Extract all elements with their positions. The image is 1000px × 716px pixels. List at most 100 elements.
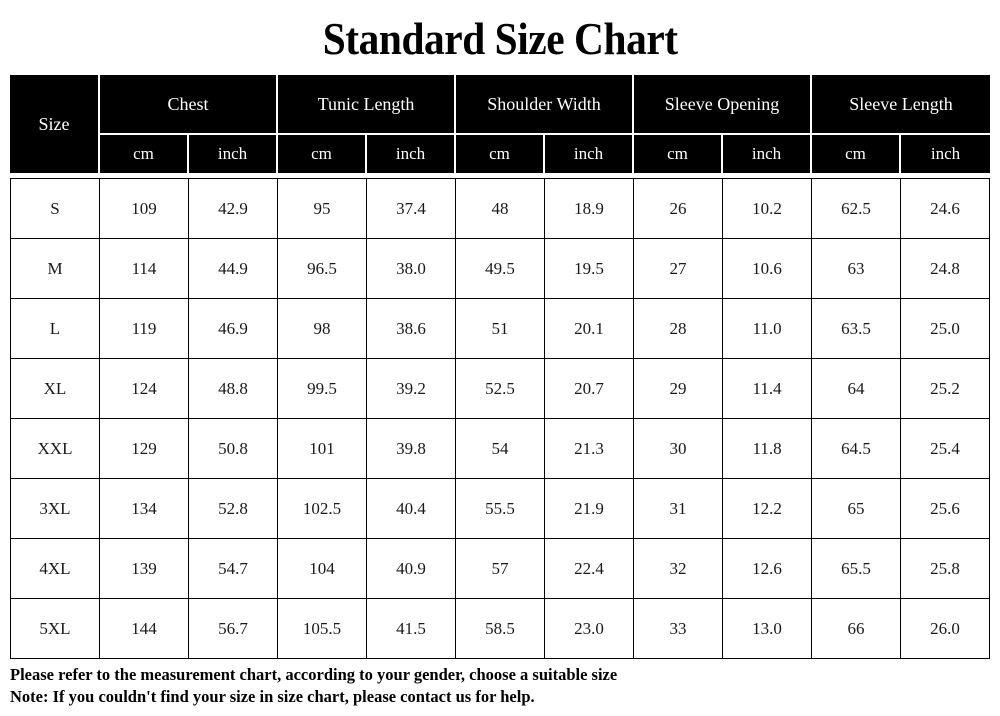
header-sleeve-opening: Sleeve Opening xyxy=(634,75,813,135)
size-label-cell: L xyxy=(10,299,100,359)
shoulder-inch-cell: 21.3 xyxy=(545,419,635,479)
tunic-inch-cell: 41.5 xyxy=(367,599,457,659)
unit-sleeve-opening-inch: inch xyxy=(723,135,813,178)
sleeve-opening-inch-cell: 10.2 xyxy=(723,178,813,239)
chest-cm-cell: 119 xyxy=(100,299,189,359)
sleeve-length-inch-cell: 25.4 xyxy=(901,419,991,479)
shoulder-cm-cell: 51 xyxy=(456,299,546,359)
shoulder-inch-cell: 21.9 xyxy=(545,479,635,539)
unit-tunic-cm: cm xyxy=(278,135,368,178)
header-sleeve-length: Sleeve Length xyxy=(812,75,991,135)
table-row: 4XL 139 54.7 104 40.9 57 22.4 32 12.6 65… xyxy=(10,539,991,599)
size-label-cell: 4XL xyxy=(10,539,100,599)
sleeve-length-cm-cell: 65 xyxy=(812,479,902,539)
header-group-row: Size Chest Tunic Length Shoulder Width S… xyxy=(10,75,991,178)
size-table-body: S 109 42.9 95 37.4 48 18.9 26 10.2 62.5 … xyxy=(10,178,991,659)
tunic-inch-cell: 38.0 xyxy=(367,239,457,299)
sleeve-opening-cm-cell: 31 xyxy=(634,479,724,539)
tunic-cm-cell: 105.5 xyxy=(278,599,368,659)
sleeve-opening-inch-cell: 10.6 xyxy=(723,239,813,299)
chest-inch-cell: 50.8 xyxy=(189,419,279,479)
footer-notes: Please refer to the measurement chart, a… xyxy=(10,664,1000,707)
table-row: 3XL 134 52.8 102.5 40.4 55.5 21.9 31 12.… xyxy=(10,479,991,539)
page-title-text: Standard Size Chart xyxy=(322,13,678,64)
header-shoulder-width: Shoulder Width xyxy=(456,75,635,135)
table-row: 5XL 144 56.7 105.5 41.5 58.5 23.0 33 13.… xyxy=(10,599,991,659)
chest-inch-cell: 42.9 xyxy=(189,178,279,239)
chest-inch-cell: 52.8 xyxy=(189,479,279,539)
sleeve-length-cm-cell: 64.5 xyxy=(812,419,902,479)
sleeve-opening-inch-cell: 13.0 xyxy=(723,599,813,659)
unit-chest-cm: cm xyxy=(100,135,189,178)
shoulder-inch-cell: 20.1 xyxy=(545,299,635,359)
size-label-cell: S xyxy=(10,178,100,239)
sleeve-opening-inch-cell: 11.4 xyxy=(723,359,813,419)
sleeve-opening-cm-cell: 29 xyxy=(634,359,724,419)
sleeve-length-cm-cell: 62.5 xyxy=(812,178,902,239)
tunic-inch-cell: 40.4 xyxy=(367,479,457,539)
tunic-cm-cell: 101 xyxy=(278,419,368,479)
sleeve-length-cm-cell: 64 xyxy=(812,359,902,419)
header-chest: Chest xyxy=(100,75,279,135)
size-chart-table: Size Chest Tunic Length Shoulder Width S… xyxy=(10,75,991,659)
table-row: M 114 44.9 96.5 38.0 49.5 19.5 27 10.6 6… xyxy=(10,239,991,299)
unit-sleeve-length-inch: inch xyxy=(901,135,991,178)
shoulder-inch-cell: 22.4 xyxy=(545,539,635,599)
unit-tunic-inch: inch xyxy=(367,135,457,178)
note-contact: Note: If you couldn't find your size in … xyxy=(10,686,535,706)
unit-sleeve-length-cm: cm xyxy=(812,135,902,178)
shoulder-cm-cell: 49.5 xyxy=(456,239,546,299)
size-label-cell: XL xyxy=(10,359,100,419)
chest-inch-cell: 54.7 xyxy=(189,539,279,599)
sleeve-length-inch-cell: 25.6 xyxy=(901,479,991,539)
header-unit-row: cm inch cm inch cm inch cm inch cm inch xyxy=(10,135,991,178)
table-row: XXL 129 50.8 101 39.8 54 21.3 30 11.8 64… xyxy=(10,419,991,479)
table-row: L 119 46.9 98 38.6 51 20.1 28 11.0 63.5 … xyxy=(10,299,991,359)
tunic-cm-cell: 96.5 xyxy=(278,239,368,299)
table-row: S 109 42.9 95 37.4 48 18.9 26 10.2 62.5 … xyxy=(10,178,991,239)
size-label-cell: M xyxy=(10,239,100,299)
unit-sleeve-opening-cm: cm xyxy=(634,135,724,178)
sleeve-opening-inch-cell: 12.6 xyxy=(723,539,813,599)
shoulder-inch-cell: 19.5 xyxy=(545,239,635,299)
size-label-cell: 5XL xyxy=(10,599,100,659)
tunic-inch-cell: 39.8 xyxy=(367,419,457,479)
tunic-inch-cell: 40.9 xyxy=(367,539,457,599)
sleeve-length-inch-cell: 24.8 xyxy=(901,239,991,299)
page-title: Standard Size Chart xyxy=(0,8,1000,70)
tunic-inch-cell: 37.4 xyxy=(367,178,457,239)
note-measurement: Please refer to the measurement chart, a… xyxy=(10,665,618,684)
unit-shoulder-inch: inch xyxy=(545,135,635,178)
table-header: Size Chest Tunic Length Shoulder Width S… xyxy=(10,75,991,178)
chest-cm-cell: 134 xyxy=(100,479,189,539)
sleeve-length-cm-cell: 63.5 xyxy=(812,299,902,359)
tunic-inch-cell: 39.2 xyxy=(367,359,457,419)
tunic-cm-cell: 95 xyxy=(278,178,368,239)
shoulder-inch-cell: 23.0 xyxy=(545,599,635,659)
shoulder-cm-cell: 57 xyxy=(456,539,546,599)
size-chart-page: Standard Size Chart Size Chest Tunic Len… xyxy=(0,8,1000,716)
sleeve-length-inch-cell: 26.0 xyxy=(901,599,991,659)
tunic-cm-cell: 99.5 xyxy=(278,359,368,419)
header-tunic-length: Tunic Length xyxy=(278,75,457,135)
tunic-inch-cell: 38.6 xyxy=(367,299,457,359)
chest-cm-cell: 124 xyxy=(100,359,189,419)
chest-inch-cell: 56.7 xyxy=(189,599,279,659)
chest-inch-cell: 44.9 xyxy=(189,239,279,299)
chest-cm-cell: 144 xyxy=(100,599,189,659)
size-label-cell: 3XL xyxy=(10,479,100,539)
sleeve-opening-inch-cell: 12.2 xyxy=(723,479,813,539)
shoulder-cm-cell: 55.5 xyxy=(456,479,546,539)
sleeve-opening-inch-cell: 11.0 xyxy=(723,299,813,359)
chest-cm-cell: 139 xyxy=(100,539,189,599)
tunic-cm-cell: 98 xyxy=(278,299,368,359)
chest-cm-cell: 129 xyxy=(100,419,189,479)
shoulder-cm-cell: 48 xyxy=(456,178,546,239)
chest-cm-cell: 114 xyxy=(100,239,189,299)
shoulder-inch-cell: 20.7 xyxy=(545,359,635,419)
sleeve-length-cm-cell: 65.5 xyxy=(812,539,902,599)
chest-cm-cell: 109 xyxy=(100,178,189,239)
sleeve-opening-inch-cell: 11.8 xyxy=(723,419,813,479)
sleeve-length-inch-cell: 25.0 xyxy=(901,299,991,359)
shoulder-cm-cell: 54 xyxy=(456,419,546,479)
